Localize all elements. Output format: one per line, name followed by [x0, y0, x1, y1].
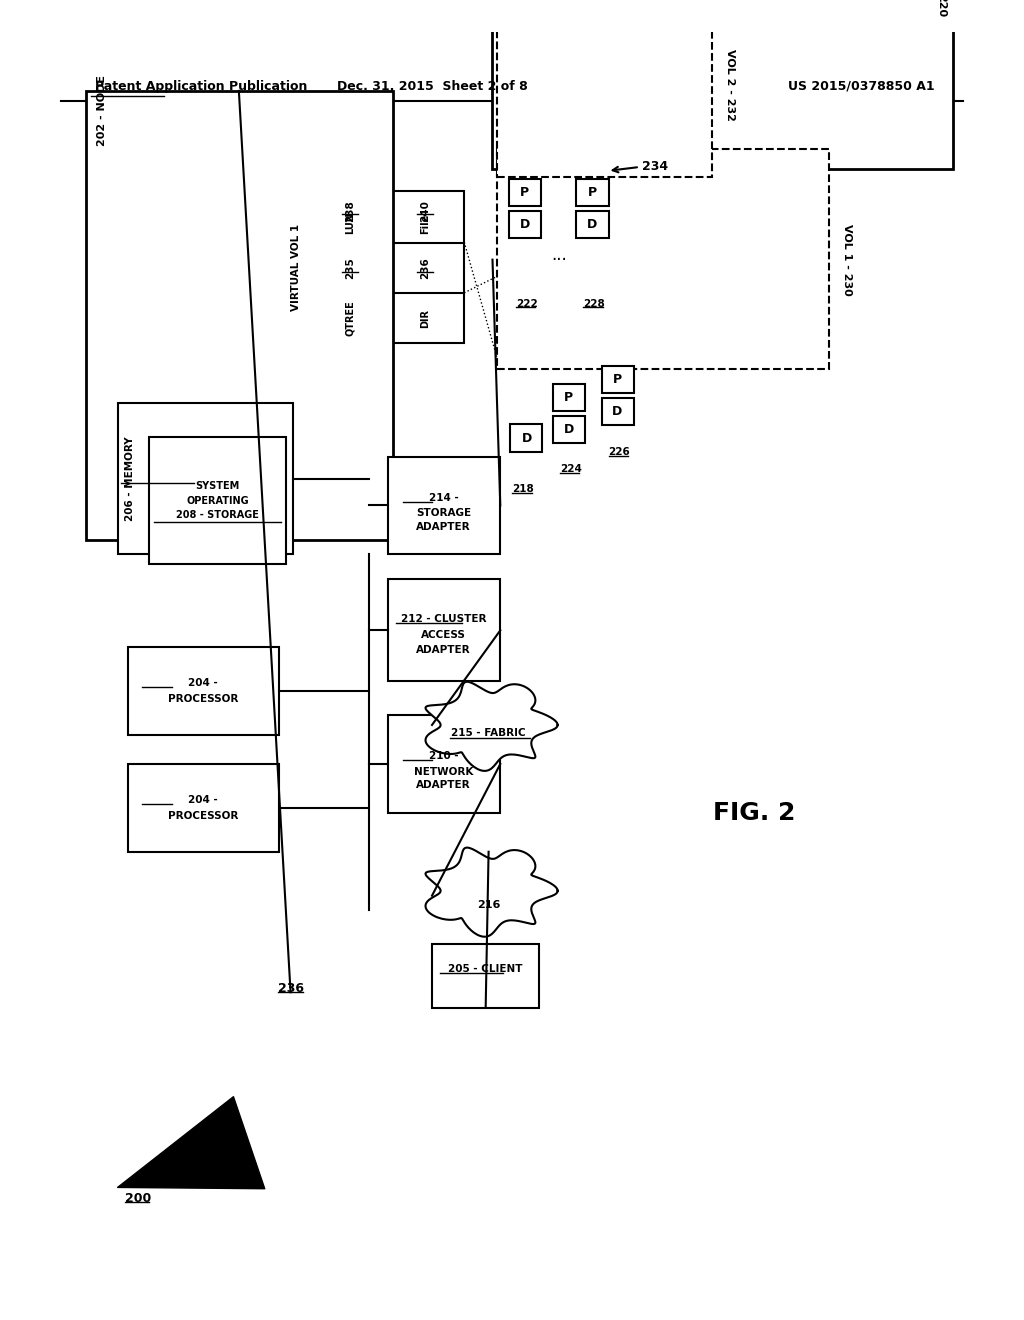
Text: ADAPTER: ADAPTER — [417, 645, 471, 655]
Text: 212 - CLUSTER: 212 - CLUSTER — [401, 614, 486, 623]
Text: 220: 220 — [936, 0, 946, 17]
Bar — [284, 191, 464, 343]
Text: 222: 222 — [516, 298, 538, 309]
Text: 224: 224 — [560, 465, 582, 474]
Text: Dec. 31, 2015  Sheet 2 of 8: Dec. 31, 2015 Sheet 2 of 8 — [337, 79, 527, 92]
Bar — [128, 647, 279, 735]
Text: 228: 228 — [584, 298, 605, 309]
Text: 205 - CLIENT: 205 - CLIENT — [449, 964, 523, 974]
Text: OPERATING: OPERATING — [186, 495, 249, 506]
Polygon shape — [426, 681, 558, 771]
Bar — [577, 178, 608, 206]
Text: Patent Application Publication: Patent Application Publication — [95, 79, 308, 92]
Text: VOL 1 - 230: VOL 1 - 230 — [842, 224, 852, 296]
Text: D: D — [587, 218, 597, 231]
Text: 218: 218 — [512, 484, 534, 494]
Bar — [432, 944, 540, 1008]
Text: ADAPTER: ADAPTER — [417, 780, 471, 791]
Text: 206 - MEMORY: 206 - MEMORY — [125, 437, 134, 521]
Text: US 2015/0378850 A1: US 2015/0378850 A1 — [787, 79, 935, 92]
Text: 200: 200 — [125, 1192, 151, 1205]
Bar — [388, 578, 501, 681]
Text: 238: 238 — [345, 201, 355, 222]
Text: 236: 236 — [278, 982, 303, 995]
Text: 215 - FABRIC: 215 - FABRIC — [452, 727, 526, 738]
Text: VIRTUAL VOL 1: VIRTUAL VOL 1 — [292, 224, 301, 312]
Text: D: D — [521, 432, 531, 445]
Bar — [493, 0, 953, 169]
Text: STORAGE: STORAGE — [416, 508, 471, 519]
Text: ...: ... — [551, 246, 566, 264]
Text: 214 -: 214 - — [429, 492, 459, 503]
Text: 202 - NODE: 202 - NODE — [97, 75, 108, 147]
Polygon shape — [426, 847, 558, 937]
Bar — [509, 178, 542, 206]
Text: VOL 2 - 232: VOL 2 - 232 — [725, 49, 734, 121]
Bar — [577, 211, 608, 238]
Text: SYSTEM: SYSTEM — [196, 480, 240, 491]
Text: ACCESS: ACCESS — [421, 630, 466, 640]
Text: D: D — [612, 405, 623, 418]
Text: LUN: LUN — [345, 213, 355, 235]
Text: 208 - STORAGE: 208 - STORAGE — [176, 511, 259, 520]
Bar — [510, 425, 543, 451]
Text: 204 -: 204 - — [187, 795, 218, 805]
Text: 204 -: 204 - — [187, 678, 218, 688]
Bar — [388, 715, 501, 813]
Bar — [128, 764, 279, 851]
Bar — [553, 384, 585, 411]
Bar — [118, 403, 294, 554]
Text: DIR: DIR — [420, 309, 430, 327]
Text: FIG. 2: FIG. 2 — [713, 801, 795, 825]
Text: PROCESSOR: PROCESSOR — [168, 693, 238, 704]
Text: P: P — [612, 374, 622, 387]
Text: PROCESSOR: PROCESSOR — [168, 810, 238, 821]
Text: D: D — [563, 422, 573, 436]
Text: P: P — [520, 186, 529, 199]
Text: 226: 226 — [608, 446, 631, 457]
Text: File: File — [420, 214, 430, 234]
Bar — [509, 211, 542, 238]
Text: QTREE: QTREE — [345, 300, 355, 337]
Text: D: D — [519, 218, 529, 231]
Text: NETWORK: NETWORK — [414, 767, 473, 776]
Bar — [388, 457, 501, 554]
Text: 210 -: 210 - — [429, 751, 459, 762]
Bar — [498, 149, 829, 368]
Bar — [86, 91, 393, 540]
Text: 235: 235 — [345, 257, 355, 280]
Text: P: P — [564, 391, 573, 404]
Text: 236: 236 — [420, 257, 430, 280]
Bar — [150, 437, 286, 564]
Text: 216: 216 — [477, 900, 501, 911]
Text: P: P — [588, 186, 597, 199]
Bar — [602, 366, 634, 393]
Text: 240: 240 — [420, 199, 430, 222]
Text: 234: 234 — [642, 161, 668, 173]
Text: ADAPTER: ADAPTER — [417, 521, 471, 532]
Bar — [498, 0, 712, 177]
Bar — [553, 416, 585, 444]
Bar — [602, 399, 634, 425]
